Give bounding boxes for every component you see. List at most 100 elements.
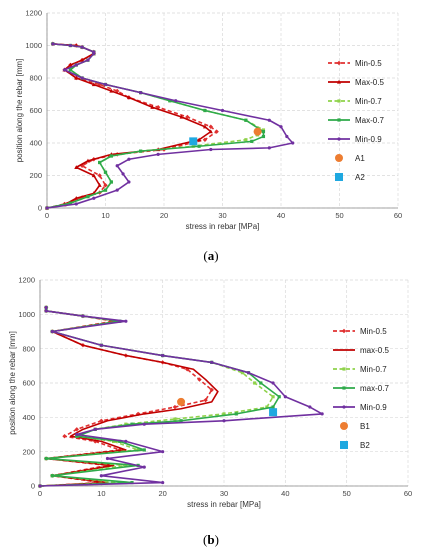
data-point bbox=[197, 144, 201, 148]
data-point bbox=[38, 484, 42, 488]
data-point bbox=[173, 417, 177, 421]
data-point bbox=[267, 118, 271, 122]
data-point bbox=[267, 146, 271, 150]
y-tick-label: 800 bbox=[22, 344, 35, 353]
data-point bbox=[269, 408, 278, 417]
series-max-0.7 bbox=[45, 42, 266, 210]
data-point bbox=[210, 360, 214, 364]
data-point bbox=[124, 439, 128, 443]
data-point bbox=[209, 387, 214, 393]
data-point bbox=[97, 173, 102, 178]
data-point bbox=[68, 43, 72, 48]
data-point bbox=[185, 114, 190, 120]
data-point bbox=[172, 404, 178, 410]
data-point bbox=[130, 480, 134, 485]
data-point bbox=[85, 158, 90, 163]
data-point bbox=[203, 397, 208, 403]
data-point bbox=[44, 309, 48, 313]
data-point bbox=[208, 129, 213, 134]
data-point bbox=[74, 427, 79, 432]
data-point bbox=[142, 465, 146, 469]
data-point bbox=[50, 329, 54, 334]
data-point bbox=[189, 137, 198, 146]
series-line bbox=[39, 307, 281, 487]
data-point bbox=[74, 202, 78, 206]
data-point bbox=[51, 42, 55, 46]
figure-caption: (b) bbox=[203, 532, 219, 547]
legend-marker bbox=[337, 99, 341, 103]
y-tick-label: 400 bbox=[22, 413, 35, 422]
data-point bbox=[74, 165, 79, 169]
data-point bbox=[109, 180, 113, 184]
data-point bbox=[62, 434, 67, 439]
x-tick-label: 40 bbox=[277, 211, 285, 220]
series-line bbox=[39, 307, 323, 487]
data-point bbox=[109, 88, 114, 93]
data-point bbox=[45, 206, 49, 210]
series-min-0.7 bbox=[45, 42, 266, 210]
data-point bbox=[103, 188, 108, 192]
data-point bbox=[240, 371, 244, 375]
data-point bbox=[80, 57, 85, 62]
data-point bbox=[222, 412, 226, 416]
data-point bbox=[142, 448, 146, 452]
legend-label: Min-0.9 bbox=[360, 403, 387, 412]
data-point bbox=[118, 439, 122, 443]
y-tick-label: 600 bbox=[22, 379, 35, 388]
legend-label: A1 bbox=[355, 154, 365, 163]
data-point bbox=[142, 422, 146, 426]
data-point bbox=[80, 76, 84, 80]
legend-label: Min-0.5 bbox=[360, 327, 387, 336]
legend-marker bbox=[335, 154, 343, 162]
x-axis-label: stress in rebar [MPa] bbox=[186, 222, 260, 231]
legend-label: Min-0.9 bbox=[355, 135, 382, 144]
data-point bbox=[103, 183, 108, 188]
data-point bbox=[91, 173, 96, 178]
legend-marker bbox=[340, 441, 348, 449]
x-tick-label: 60 bbox=[404, 489, 412, 498]
data-point bbox=[115, 164, 119, 168]
y-tick-label: 200 bbox=[29, 171, 42, 180]
data-point bbox=[97, 183, 102, 187]
y-tick-label: 800 bbox=[29, 74, 42, 83]
data-point bbox=[115, 188, 119, 192]
x-tick-label: 50 bbox=[342, 489, 350, 498]
data-point bbox=[259, 381, 263, 385]
x-tick-label: 30 bbox=[218, 211, 226, 220]
series-b1 bbox=[177, 397, 186, 406]
data-point bbox=[161, 480, 165, 485]
data-point bbox=[271, 395, 275, 399]
data-point bbox=[124, 463, 128, 467]
data-point bbox=[214, 129, 219, 134]
data-point bbox=[197, 137, 202, 142]
data-point bbox=[285, 134, 289, 139]
data-point bbox=[202, 124, 207, 129]
data-point bbox=[103, 82, 108, 87]
data-point bbox=[126, 95, 131, 100]
y-axis-label: position along the rebar [mm] bbox=[8, 331, 17, 435]
legend-label: Min-0.7 bbox=[360, 365, 387, 374]
chart-b: 0 200 400 600 800 1000 1200 0 10 20 30 40 50 60 stress… bbox=[8, 276, 412, 547]
y-tick-label: 200 bbox=[22, 447, 35, 456]
data-point bbox=[271, 381, 275, 385]
data-point bbox=[124, 422, 128, 426]
data-point bbox=[80, 45, 84, 49]
data-point bbox=[244, 138, 248, 142]
data-point bbox=[185, 367, 190, 372]
legend-marker bbox=[342, 386, 346, 390]
data-point bbox=[308, 405, 312, 409]
data-point bbox=[68, 68, 72, 72]
data-point bbox=[244, 118, 248, 122]
data-point bbox=[44, 456, 48, 461]
data-point bbox=[261, 130, 266, 134]
series-line bbox=[39, 307, 274, 487]
data-point bbox=[79, 163, 85, 168]
legend-marker bbox=[342, 367, 346, 371]
data-point bbox=[139, 91, 143, 95]
x-tick-label: 20 bbox=[160, 211, 168, 220]
series-max-0.5 bbox=[39, 307, 219, 487]
data-point bbox=[253, 381, 257, 385]
x-tick-label: 60 bbox=[394, 211, 402, 220]
x-tick-label: 40 bbox=[281, 489, 289, 498]
data-point bbox=[265, 405, 269, 409]
